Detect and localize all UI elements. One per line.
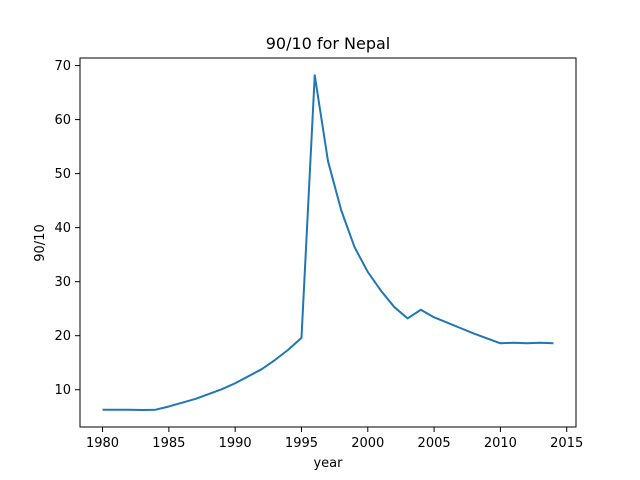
x-tick-label: 1995 (285, 436, 318, 451)
x-tick-label: 1980 (86, 436, 119, 451)
y-axis-title: 90/10 (33, 224, 48, 261)
x-axis-ticks: 1980 1985 1990 1995 2000 2005 2010 2015 (86, 427, 583, 451)
y-tick-label: 40 (54, 221, 71, 236)
x-tick-label: 2005 (418, 436, 451, 451)
y-tick-label: 60 (54, 113, 71, 128)
y-tick-label: 10 (54, 383, 71, 398)
x-tick-label: 2015 (550, 436, 583, 451)
x-tick-label: 1985 (152, 436, 185, 451)
plot-area (79, 57, 577, 428)
y-tick-label: 70 (54, 59, 71, 74)
chart-title: 90/10 for Nepal (266, 34, 391, 53)
y-tick-label: 20 (54, 329, 71, 344)
x-tick-label: 2010 (484, 436, 517, 451)
y-axis-ticks: 10 20 30 40 50 60 70 (54, 59, 80, 398)
plot-background (80, 58, 576, 427)
x-tick-label: 2000 (351, 436, 384, 451)
x-axis-title: year (313, 456, 343, 471)
series-line-0 (102, 74, 554, 411)
y-tick-label: 30 (54, 275, 71, 290)
plot-frame (79, 57, 577, 428)
x-tick-label: 1990 (219, 436, 252, 451)
y-tick-label: 50 (54, 167, 71, 182)
